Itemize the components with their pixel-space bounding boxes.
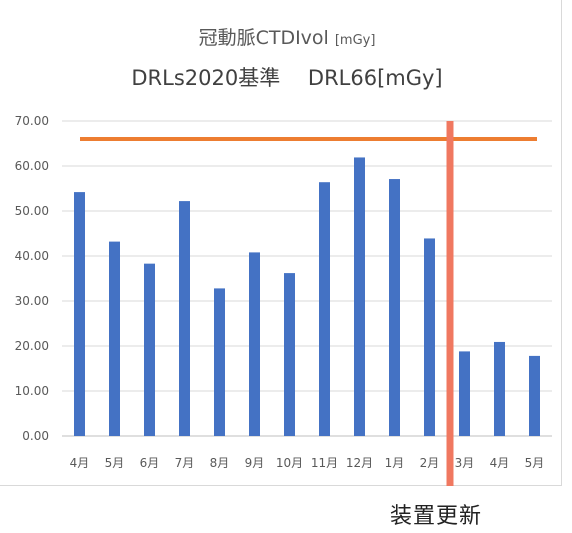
bar <box>249 252 260 436</box>
x-tick-label: 9月 <box>245 456 265 470</box>
device-update-label: 装置更新 <box>390 504 483 529</box>
x-tick-label: 3月 <box>455 456 475 470</box>
bar <box>319 182 330 436</box>
chart-frame: 冠動脈CTDIvol [mGy] DRLs2020基準 DRL66[mGy] 0.… <box>0 0 562 486</box>
x-tick-label: 12月 <box>346 456 373 470</box>
bar <box>284 273 295 436</box>
bars <box>74 157 540 437</box>
x-tick-label: 2月 <box>420 456 440 470</box>
x-tick-label: 6月 <box>140 456 160 470</box>
overlays <box>80 121 537 486</box>
bar <box>424 238 435 436</box>
y-tick-label: 40.00 <box>15 249 49 263</box>
bar <box>144 263 155 436</box>
y-axis-ticks: 0.00 10.00 20.00 30.00 40.00 50.00 60.00 70.00 <box>15 114 49 443</box>
bar <box>389 179 400 437</box>
bar <box>494 341 505 436</box>
x-tick-label: 7月 <box>175 456 195 470</box>
x-tick-label: 4月 <box>70 456 90 470</box>
x-tick-label: 1月 <box>385 456 405 470</box>
bar <box>109 241 120 436</box>
x-tick-label: 5月 <box>525 456 545 470</box>
chart-subtitle: DRLs2020基準 DRL66[mGy] <box>131 66 442 90</box>
bar <box>354 157 365 436</box>
y-tick-label: 60.00 <box>15 159 49 173</box>
y-tick-label: 50.00 <box>15 204 49 218</box>
chart-title: 冠動脈CTDIvol [mGy] <box>199 27 376 49</box>
x-axis-ticks: 4月 5月 6月 7月 8月 9月 10月 11月 12月 1月 2月 3月 4月 5月 <box>70 456 545 470</box>
x-tick-label: 10月 <box>276 456 303 470</box>
y-tick-label: 70.00 <box>15 114 49 128</box>
bar <box>74 192 85 436</box>
bar <box>459 351 470 436</box>
y-tick-label: 20.00 <box>15 339 49 353</box>
bar <box>214 288 225 436</box>
x-tick-label: 5月 <box>105 456 125 470</box>
x-tick-label: 11月 <box>311 456 338 470</box>
x-tick-label: 8月 <box>210 456 230 470</box>
y-tick-label: 0.00 <box>22 429 49 443</box>
x-tick-label: 4月 <box>490 456 510 470</box>
y-tick-label: 10.00 <box>15 384 49 398</box>
bar <box>529 355 540 436</box>
bar <box>179 201 190 436</box>
grid-lines <box>62 120 552 437</box>
y-tick-label: 30.00 <box>15 294 49 308</box>
bar-chart: 冠動脈CTDIvol [mGy] DRLs2020基準 DRL66[mGy] 0.… <box>15 27 552 486</box>
